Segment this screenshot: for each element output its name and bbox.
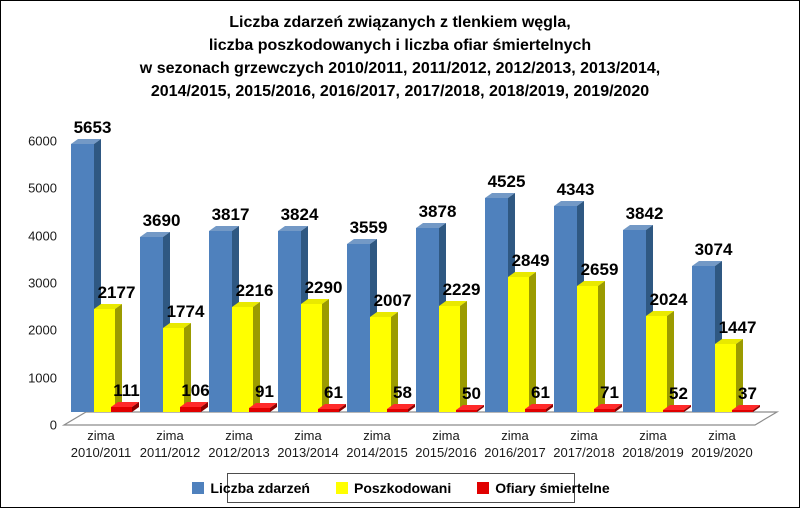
bar-value-label: 61 xyxy=(324,383,343,403)
legend-swatch-icon xyxy=(192,482,205,494)
bar-value-label: 58 xyxy=(393,383,412,403)
bar xyxy=(663,409,684,412)
bar xyxy=(715,343,736,412)
bar-value-label: 2849 xyxy=(511,251,550,271)
legend-swatch-icon xyxy=(335,482,348,494)
x-tick-label: zima 2019/2020 xyxy=(691,428,753,460)
bar-value-label: 3690 xyxy=(142,211,181,231)
bar xyxy=(525,409,546,412)
legend: Liczba zdarzeń Poszkodowani Ofiary śmierte… xyxy=(192,473,610,503)
bar-value-label: 71 xyxy=(600,382,619,402)
bar-value-label: 2024 xyxy=(649,290,688,310)
legend-item: Liczba zdarzeń xyxy=(192,480,310,496)
bar xyxy=(577,286,598,412)
bar xyxy=(646,316,667,412)
chart-title-line: w sezonach grzewczych 2010/2011, 2011/20… xyxy=(139,60,661,77)
bar-value-label: 3559 xyxy=(349,217,388,237)
bar xyxy=(485,197,508,412)
bar xyxy=(111,406,132,412)
bar xyxy=(249,407,270,412)
x-tick-label: zima 2010/2011 xyxy=(70,428,132,460)
y-tick-label: 2000 xyxy=(28,322,57,338)
y-tick-label: 1000 xyxy=(28,370,57,386)
x-tick-label: zima 2012/2013 xyxy=(208,428,270,460)
bar xyxy=(94,308,115,412)
x-tick-label: zima 2016/2017 xyxy=(484,428,546,460)
legend-item-label: Poszkodowani xyxy=(353,480,452,496)
legend-item-label: Ofiary śmiertelne xyxy=(495,480,610,496)
x-tick-label: zima 2018/2019 xyxy=(622,428,684,460)
bar xyxy=(594,408,615,412)
bar-value-label: 4525 xyxy=(487,171,526,191)
bar xyxy=(301,303,322,412)
bar-value-label: 1447 xyxy=(718,317,757,337)
legend-item: Poszkodowani xyxy=(335,480,452,496)
legend-item-label: Liczba zdarzeń xyxy=(210,480,310,496)
bar xyxy=(439,306,460,412)
x-tick-label: zima 2011/2012 xyxy=(139,428,201,460)
bar xyxy=(278,230,301,412)
chart-title-line: liczba poszkodowanych i liczba ofiar śmi… xyxy=(208,37,592,54)
bar-value-label: 50 xyxy=(462,383,481,403)
bar xyxy=(232,307,253,412)
bar xyxy=(456,409,477,412)
bar-value-label: 2216 xyxy=(235,281,274,301)
legend-swatch-icon xyxy=(477,482,490,494)
bar xyxy=(163,328,184,412)
chart-title-line: Liczba zdarzeń związanych z tlenkiem węg… xyxy=(229,14,571,31)
bar-value-label: 3074 xyxy=(694,240,733,260)
x-tick-label: zima 2017/2018 xyxy=(553,428,615,460)
bar xyxy=(732,410,753,412)
bar xyxy=(554,206,577,412)
bar xyxy=(180,406,201,412)
y-tick-label: 0 xyxy=(49,417,57,433)
bar-value-label: 2229 xyxy=(442,280,481,300)
x-tick-label: zima 2015/2016 xyxy=(415,428,477,460)
y-tick-label: 4000 xyxy=(28,228,57,244)
bar xyxy=(318,409,339,412)
bar xyxy=(416,228,439,412)
bar-value-label: 5653 xyxy=(73,118,112,138)
bar-value-label: 91 xyxy=(255,381,274,401)
bar-value-label: 2290 xyxy=(304,277,343,297)
y-tick-label: 3000 xyxy=(28,275,57,291)
bar-value-label: 2177 xyxy=(97,282,136,302)
bar xyxy=(623,230,646,412)
bar-value-label: 1774 xyxy=(166,302,205,322)
bar-value-label: 2007 xyxy=(373,291,412,310)
bar xyxy=(387,409,408,412)
bar xyxy=(209,231,232,412)
x-tick-label: zima 2014/2015 xyxy=(346,428,408,460)
bar-value-label: 52 xyxy=(669,383,688,403)
bar xyxy=(508,277,529,412)
x-tick-label: zima 2013/2014 xyxy=(277,428,339,460)
bar-value-label: 3878 xyxy=(418,202,457,222)
bar xyxy=(347,243,370,412)
bar xyxy=(140,237,163,412)
y-tick-label: 5000 xyxy=(28,180,57,196)
bar-value-label: 37 xyxy=(738,384,757,403)
bar-value-label: 2659 xyxy=(580,260,619,280)
bar-value-label: 61 xyxy=(531,383,550,403)
bar-value-label: 3824 xyxy=(280,204,319,224)
bar xyxy=(370,317,391,412)
bar xyxy=(71,144,94,412)
bar xyxy=(692,266,715,412)
bar-value-label: 4343 xyxy=(556,180,595,200)
chart-title-line: 2014/2015, 2015/2016, 2016/2017, 2017/20… xyxy=(150,83,650,100)
bar-value-label: 3842 xyxy=(625,204,664,224)
chart-title: Liczba zdarzeń związanych z tlenkiem węg… xyxy=(1,11,799,103)
legend-item: Ofiary śmiertelne xyxy=(477,480,610,496)
bar-value-label: 3817 xyxy=(211,205,250,225)
bar-value-label: 106 xyxy=(181,380,210,400)
bar-value-label: 111 xyxy=(113,380,140,400)
y-tick-label: 6000 xyxy=(28,133,57,149)
